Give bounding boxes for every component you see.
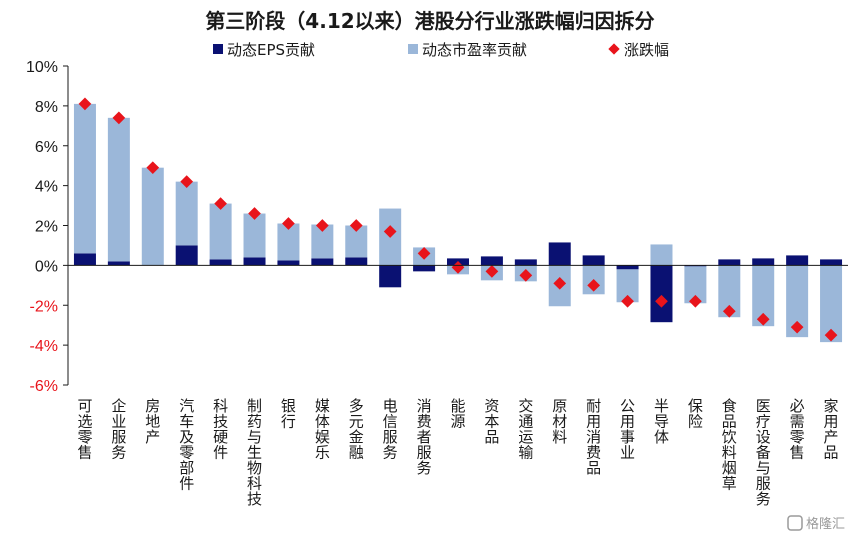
bar-pe-contribution	[107, 117, 130, 262]
bar-eps-contribution	[243, 257, 266, 266]
x-tick-label: 汽车及零部件	[179, 397, 194, 493]
x-tick-label: 电信服务	[383, 397, 398, 462]
bar-pe-contribution	[752, 265, 775, 327]
x-tick-label: 制药与生物科技	[247, 397, 262, 508]
legend-label-eps: 动态EPS贡献	[227, 41, 315, 59]
bar-eps-contribution	[175, 245, 198, 266]
bar-eps-contribution	[413, 265, 436, 272]
bar-pe-contribution	[175, 181, 198, 246]
plot-area: 10% 8% 6% 4% 2% 0% -2% -4% -6% 可选零售 企业服务 房地产 汽车及零部件 科…	[26, 59, 848, 508]
y-tick-label: 6%	[35, 139, 58, 156]
bar-eps-contribution	[480, 256, 503, 266]
watermark-logo-icon	[787, 515, 803, 531]
bar-eps-contribution	[73, 253, 96, 266]
legend: 动态EPS贡献 动态市盈率贡献 涨跌幅	[213, 41, 669, 59]
x-tick-label: 公用事业	[620, 397, 635, 462]
x-tick-label: 媒体娱乐	[315, 397, 330, 462]
x-tick-label: 交通运输	[518, 397, 533, 462]
bar-pe-contribution	[345, 225, 368, 258]
y-tick-label: 0%	[35, 258, 58, 275]
y-tick-label: -4%	[30, 338, 58, 355]
bar-pe-contribution	[277, 223, 300, 261]
x-tick-label: 资本品	[484, 397, 499, 446]
legend-marker-change	[608, 43, 620, 55]
legend-label-pe: 动态市盈率贡献	[422, 41, 527, 59]
y-tick-label: -6%	[30, 378, 58, 395]
bar-pe-contribution	[616, 269, 639, 303]
x-tick-label: 半导体	[654, 397, 669, 446]
x-tick-label: 可选零售	[77, 397, 92, 462]
legend-swatch-eps	[213, 44, 223, 54]
change-marker	[180, 175, 194, 189]
bar-pe-contribution	[311, 224, 334, 259]
bar-eps-contribution	[752, 258, 775, 266]
bar-pe-contribution	[820, 265, 843, 343]
legend-label-change: 涨跌幅	[624, 41, 669, 59]
change-marker	[383, 225, 397, 238]
bar-eps-contribution	[582, 255, 605, 266]
x-tick-label: 多元金融	[349, 397, 364, 462]
change-marker	[282, 217, 295, 230]
bar-eps-contribution	[616, 265, 639, 270]
change-marker	[485, 264, 499, 278]
bar-eps-contribution	[786, 255, 809, 266]
change-marker	[315, 219, 329, 232]
x-tick-label: 能源	[450, 397, 465, 431]
x-tick-label: 耐用消费品	[586, 397, 601, 477]
bar-pe-contribution	[684, 266, 707, 304]
bar-pe-contribution	[786, 265, 809, 338]
bar-pe-contribution	[718, 265, 741, 318]
bar-eps-contribution	[311, 258, 334, 266]
bar-eps-contribution	[345, 257, 368, 266]
bar-eps-contribution	[209, 259, 232, 266]
x-tick-label: 企业服务	[111, 397, 126, 462]
watermark-text: 格隆汇	[806, 516, 845, 532]
bar-eps-contribution	[277, 260, 300, 266]
chart-title: 第三阶段（4.12以来）港股分行业涨跌幅归因拆分	[205, 9, 654, 33]
bar-eps-contribution	[107, 261, 130, 266]
change-marker	[349, 219, 363, 232]
bar-eps-contribution	[548, 242, 571, 266]
x-tick-label: 家用产品	[824, 397, 839, 462]
bar-pe-contribution	[141, 167, 164, 266]
bar-eps-contribution	[820, 259, 843, 266]
x-tick-label: 银行	[281, 397, 296, 431]
change-marker	[451, 261, 465, 274]
y-tick-label: 2%	[35, 219, 58, 236]
y-tick-label: 8%	[35, 99, 58, 116]
bar-pe-contribution	[650, 244, 673, 266]
bar-pe-contribution	[243, 213, 266, 258]
x-tick-label: 原材料	[552, 397, 567, 446]
y-tick-label: -2%	[30, 298, 58, 315]
bar-eps-contribution	[514, 259, 537, 266]
x-tick-label: 食品饮料烟草	[722, 397, 737, 493]
x-tick-label: 必需零售	[790, 397, 805, 462]
y-tick-label: 10%	[26, 59, 58, 76]
bar-pe-contribution	[209, 203, 232, 260]
x-tick-label: 科技硬件	[213, 397, 228, 462]
x-tick-label: 消费者服务	[417, 397, 432, 477]
bar-pe-contribution	[73, 103, 96, 254]
change-marker	[214, 197, 227, 210]
watermark: 格隆汇	[787, 515, 845, 532]
change-marker	[417, 247, 431, 260]
y-tick-label: 4%	[35, 179, 58, 196]
bar-eps-contribution	[718, 259, 741, 266]
legend-swatch-pe	[408, 44, 418, 54]
change-marker	[146, 161, 160, 175]
x-tick-label: 保险	[688, 397, 703, 431]
x-tick-label: 医疗设备与服务	[756, 397, 771, 508]
x-tick-label: 房地产	[145, 397, 160, 446]
bar-eps-contribution	[650, 265, 673, 323]
bar-eps-contribution	[379, 265, 402, 288]
